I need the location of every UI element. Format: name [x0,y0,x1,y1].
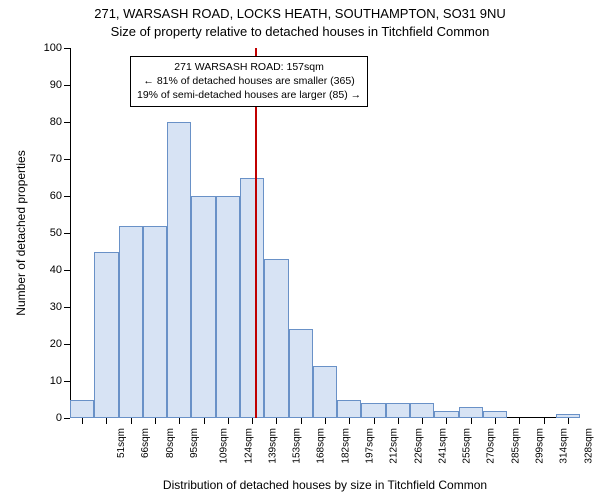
x-tick [471,418,472,424]
x-tick [374,418,375,424]
x-tick-label: 153sqm [292,428,303,464]
y-tick [64,159,70,160]
x-tick [131,418,132,424]
y-tick [64,85,70,86]
x-tick [276,418,277,424]
histogram-bar [70,400,94,419]
x-tick [495,418,496,424]
x-tick-label: 197sqm [365,428,376,464]
y-tick-label: 90 [32,79,62,91]
x-tick-label: 285sqm [510,428,521,464]
x-tick-label: 95sqm [189,428,200,458]
histogram-bar [119,226,143,418]
y-tick-label: 0 [32,412,62,424]
y-tick [64,344,70,345]
x-tick-label: 270sqm [486,428,497,464]
x-tick [106,418,107,424]
y-tick-label: 30 [32,301,62,313]
y-tick-label: 70 [32,153,62,165]
y-tick-label: 10 [32,375,62,387]
y-tick [64,418,70,419]
x-tick-label: 299sqm [535,428,546,464]
x-tick-label: 255sqm [462,428,473,464]
y-tick [64,307,70,308]
x-tick [301,418,302,424]
x-tick-label: 51sqm [116,428,127,458]
y-tick [64,270,70,271]
x-tick [252,418,253,424]
x-tick [398,418,399,424]
x-tick-label: 328sqm [583,428,594,464]
histogram-bar [167,122,191,418]
chart-title-line1: 271, WARSASH ROAD, LOCKS HEATH, SOUTHAMP… [0,6,600,21]
y-tick-label: 80 [32,116,62,128]
x-tick [82,418,83,424]
histogram-bar [264,259,288,418]
x-tick [155,418,156,424]
x-tick-label: 182sqm [340,428,351,464]
histogram-bar [483,411,507,418]
x-tick-label: 139sqm [267,428,278,464]
x-tick-label: 314sqm [559,428,570,464]
annotation-line1: 271 WARSASH ROAD: 157sqm [137,60,361,74]
x-tick-label: 241sqm [437,428,448,464]
y-tick-label: 50 [32,227,62,239]
annotation-box: 271 WARSASH ROAD: 157sqm← 81% of detache… [130,56,368,107]
histogram-bar [410,403,434,418]
x-tick [228,418,229,424]
histogram-bar [289,329,313,418]
histogram-bar [386,403,410,418]
histogram-bar [143,226,167,418]
x-tick-label: 80sqm [165,428,176,458]
y-tick [64,233,70,234]
x-tick [325,418,326,424]
y-tick [64,196,70,197]
histogram-bar [434,411,458,418]
histogram-bar [459,407,483,418]
annotation-line2: ← 81% of detached houses are smaller (36… [137,74,361,88]
y-tick-label: 100 [32,42,62,54]
y-tick-label: 60 [32,190,62,202]
histogram-bar [94,252,118,419]
histogram-bar [337,400,361,419]
x-tick-label: 212sqm [389,428,400,464]
chart-title-line2: Size of property relative to detached ho… [0,24,600,39]
x-axis-title: Distribution of detached houses by size … [70,478,580,492]
x-tick [204,418,205,424]
x-tick [568,418,569,424]
y-tick-label: 40 [32,264,62,276]
x-tick-label: 109sqm [219,428,230,464]
y-tick [64,122,70,123]
y-axis-title-wrap: Number of detached properties [14,48,30,418]
y-axis-line [70,48,71,418]
x-tick [422,418,423,424]
x-tick-label: 124sqm [243,428,254,464]
x-tick-label: 226sqm [413,428,424,464]
x-tick [519,418,520,424]
x-tick-label: 168sqm [316,428,327,464]
y-tick [64,381,70,382]
chart-container: 271, WARSASH ROAD, LOCKS HEATH, SOUTHAMP… [0,0,600,500]
y-tick [64,48,70,49]
histogram-bar [216,196,240,418]
x-tick [544,418,545,424]
histogram-bar [240,178,264,419]
plot-area: 010203040506070809010051sqm66sqm80sqm95s… [70,48,580,418]
x-tick [179,418,180,424]
x-tick [446,418,447,424]
y-tick-label: 20 [32,338,62,350]
annotation-line3: 19% of semi-detached houses are larger (… [137,88,361,102]
y-axis-title: Number of detached properties [14,150,28,315]
histogram-bar [361,403,385,418]
x-tick [349,418,350,424]
histogram-bar [313,366,337,418]
x-tick-label: 66sqm [140,428,151,458]
histogram-bar [191,196,215,418]
